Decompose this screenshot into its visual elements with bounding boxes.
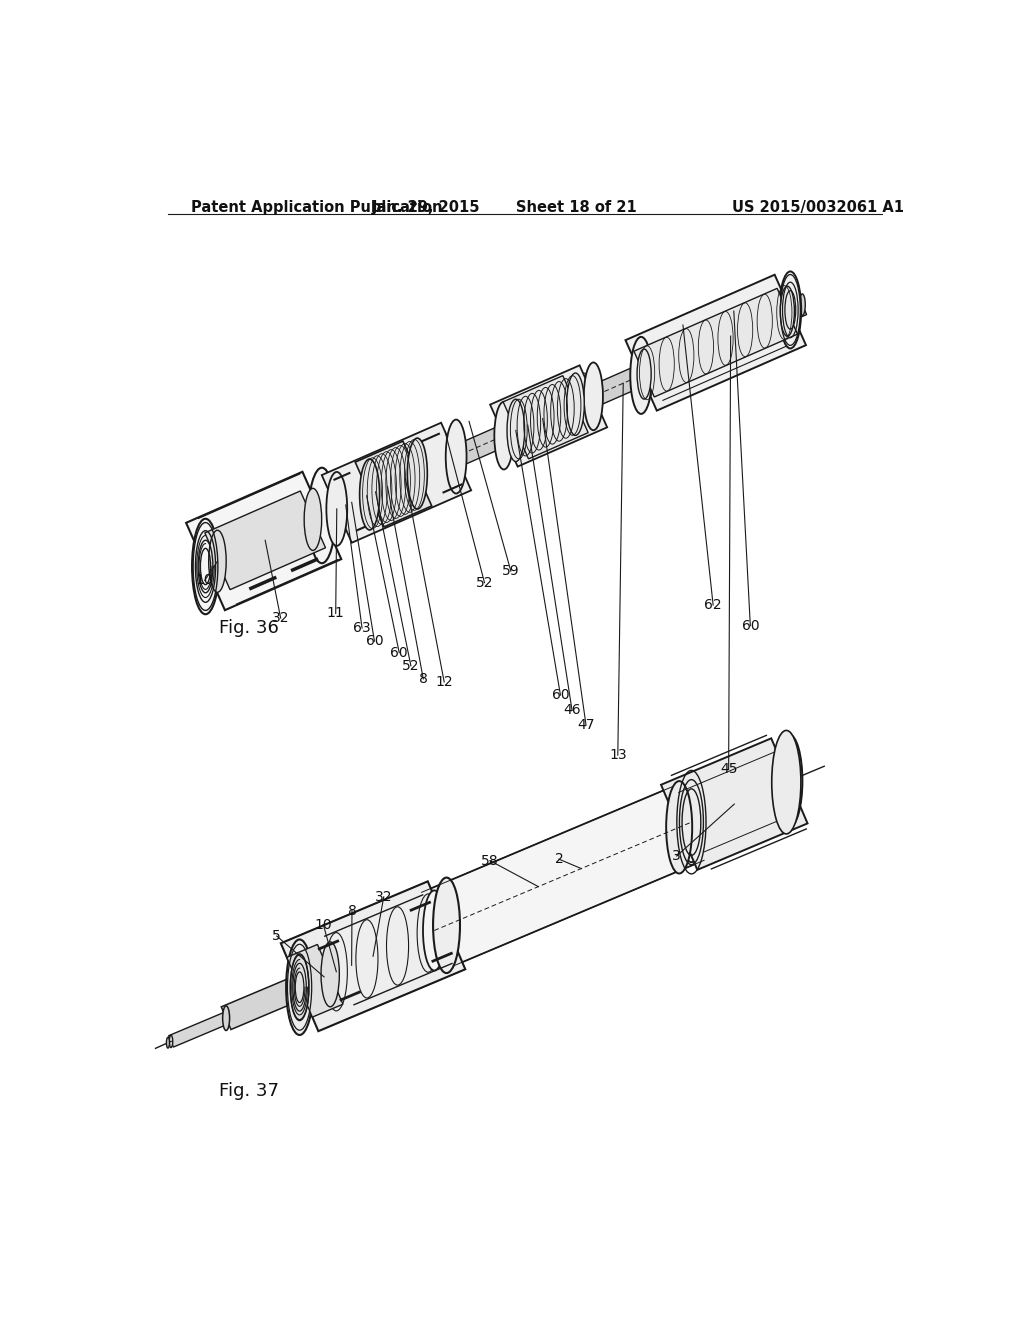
Ellipse shape	[423, 891, 445, 970]
Ellipse shape	[780, 286, 795, 337]
Ellipse shape	[541, 389, 556, 444]
Text: 13: 13	[609, 748, 627, 762]
Text: 60: 60	[366, 634, 383, 648]
Ellipse shape	[556, 383, 571, 437]
Polygon shape	[503, 376, 588, 459]
Ellipse shape	[772, 730, 801, 834]
Text: 3: 3	[673, 849, 681, 863]
Polygon shape	[626, 275, 806, 411]
Ellipse shape	[577, 374, 592, 428]
Ellipse shape	[667, 781, 692, 874]
Ellipse shape	[507, 399, 524, 462]
Ellipse shape	[779, 272, 801, 348]
Ellipse shape	[359, 459, 380, 529]
Ellipse shape	[169, 1035, 173, 1048]
Ellipse shape	[193, 519, 219, 614]
Ellipse shape	[203, 556, 209, 577]
Ellipse shape	[413, 446, 428, 498]
Ellipse shape	[584, 363, 603, 430]
Ellipse shape	[167, 1038, 169, 1048]
Text: Fig. 36: Fig. 36	[219, 619, 280, 638]
Text: 45: 45	[720, 762, 737, 776]
Text: 8: 8	[419, 672, 428, 686]
Text: Patent Application Publication: Patent Application Publication	[191, 201, 443, 215]
Text: 60: 60	[741, 619, 759, 632]
Ellipse shape	[680, 781, 702, 862]
Polygon shape	[490, 366, 607, 466]
Text: 32: 32	[375, 890, 392, 904]
Polygon shape	[662, 738, 808, 870]
Polygon shape	[281, 882, 465, 1031]
Ellipse shape	[505, 404, 520, 459]
Ellipse shape	[369, 466, 383, 517]
Text: 47: 47	[578, 718, 595, 733]
Ellipse shape	[327, 473, 347, 546]
Text: 52: 52	[476, 576, 494, 590]
Text: 62: 62	[705, 598, 722, 612]
Ellipse shape	[209, 531, 226, 593]
Ellipse shape	[291, 954, 308, 1019]
Polygon shape	[322, 422, 471, 543]
Text: 59: 59	[502, 564, 519, 578]
Ellipse shape	[433, 878, 460, 973]
Ellipse shape	[637, 348, 651, 399]
Ellipse shape	[308, 467, 335, 564]
Polygon shape	[169, 1012, 228, 1047]
Text: 2: 2	[555, 853, 563, 866]
Text: 46: 46	[563, 704, 581, 718]
Text: 10: 10	[196, 573, 214, 587]
Polygon shape	[287, 944, 343, 1018]
Text: Jan. 29, 2015: Jan. 29, 2015	[372, 201, 480, 215]
Text: Sheet 18 of 21: Sheet 18 of 21	[516, 201, 637, 215]
Ellipse shape	[523, 397, 539, 451]
Ellipse shape	[392, 455, 407, 507]
Ellipse shape	[631, 337, 652, 414]
Polygon shape	[221, 970, 316, 1030]
Ellipse shape	[799, 294, 805, 315]
Ellipse shape	[566, 374, 585, 436]
Ellipse shape	[445, 420, 467, 494]
Polygon shape	[419, 785, 708, 968]
Ellipse shape	[776, 735, 803, 828]
Polygon shape	[186, 471, 341, 610]
Text: Fig. 37: Fig. 37	[219, 1082, 280, 1101]
Text: 60: 60	[390, 645, 408, 660]
Text: 12: 12	[435, 675, 453, 689]
Polygon shape	[634, 288, 798, 397]
Ellipse shape	[308, 970, 315, 994]
Ellipse shape	[495, 401, 513, 470]
Text: 8: 8	[347, 904, 356, 917]
Ellipse shape	[286, 940, 313, 1035]
Polygon shape	[355, 441, 432, 527]
Text: 60: 60	[552, 688, 569, 702]
Text: 10: 10	[314, 917, 332, 932]
Text: 11: 11	[327, 606, 344, 620]
Text: 63: 63	[353, 622, 371, 635]
Ellipse shape	[322, 942, 339, 1007]
Polygon shape	[205, 491, 326, 590]
Ellipse shape	[304, 488, 322, 550]
Ellipse shape	[222, 1006, 229, 1031]
Text: 5: 5	[272, 929, 282, 942]
Ellipse shape	[224, 1012, 228, 1024]
Polygon shape	[201, 294, 807, 577]
Text: 58: 58	[481, 854, 499, 867]
Ellipse shape	[344, 477, 359, 528]
Text: 32: 32	[272, 611, 290, 626]
Text: 52: 52	[402, 659, 420, 673]
Text: US 2015/0032061 A1: US 2015/0032061 A1	[732, 201, 904, 215]
Ellipse shape	[408, 438, 427, 510]
